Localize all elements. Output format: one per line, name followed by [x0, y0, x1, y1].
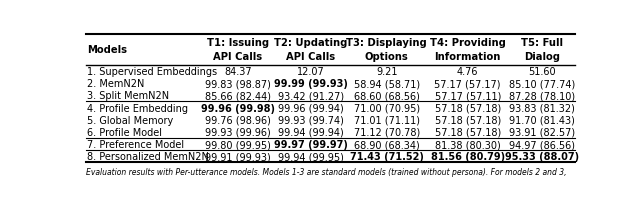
Text: 94.97 (86.56): 94.97 (86.56): [509, 139, 575, 149]
Text: 71.01 (71.11): 71.01 (71.11): [354, 115, 420, 125]
Text: 87.28 (78.10): 87.28 (78.10): [509, 91, 575, 101]
Text: Information: Information: [435, 52, 501, 62]
Text: 57.18 (57.18): 57.18 (57.18): [435, 103, 501, 113]
Text: 68.90 (68.34): 68.90 (68.34): [354, 139, 420, 149]
Text: T4: Providing: T4: Providing: [430, 38, 506, 48]
Text: 4.76: 4.76: [457, 67, 479, 77]
Text: 57.18 (57.18): 57.18 (57.18): [435, 127, 501, 137]
Text: 99.94 (99.94): 99.94 (99.94): [278, 127, 344, 137]
Text: 57.17 (57.17): 57.17 (57.17): [435, 79, 501, 89]
Text: 71.43 (71.52): 71.43 (71.52): [350, 152, 424, 162]
Text: T2: Updating: T2: Updating: [275, 38, 348, 48]
Text: 57.17 (57.11): 57.17 (57.11): [435, 91, 501, 101]
Text: 12.07: 12.07: [297, 67, 325, 77]
Text: 99.80 (99.95): 99.80 (99.95): [205, 139, 271, 149]
Text: T1: Issuing: T1: Issuing: [207, 38, 269, 48]
Text: 99.93 (99.96): 99.93 (99.96): [205, 127, 271, 137]
Text: 8. Personalized MemN2N: 8. Personalized MemN2N: [88, 152, 209, 162]
Text: 99.96 (99.98): 99.96 (99.98): [201, 103, 275, 113]
Text: 84.37: 84.37: [224, 67, 252, 77]
Text: API Calls: API Calls: [287, 52, 335, 62]
Text: Evaluation results with Per-utterance models. Models 1-3 are standard models (tr: Evaluation results with Per-utterance mo…: [86, 167, 566, 176]
Text: 99.99 (99.93): 99.99 (99.93): [274, 79, 348, 89]
Text: 99.97 (99.97): 99.97 (99.97): [274, 139, 348, 149]
Text: 99.96 (99.94): 99.96 (99.94): [278, 103, 344, 113]
Text: 85.66 (82.44): 85.66 (82.44): [205, 91, 271, 101]
Text: 6. Profile Model: 6. Profile Model: [88, 127, 163, 137]
Text: 4. Profile Embedding: 4. Profile Embedding: [88, 103, 188, 113]
Text: 1. Supervised Embeddings: 1. Supervised Embeddings: [88, 67, 218, 77]
Text: API Calls: API Calls: [213, 52, 262, 62]
Text: 93.83 (81.32): 93.83 (81.32): [509, 103, 575, 113]
Text: 57.18 (57.18): 57.18 (57.18): [435, 115, 501, 125]
Text: 2. MemN2N: 2. MemN2N: [88, 79, 145, 89]
Text: 99.94 (99.95): 99.94 (99.95): [278, 152, 344, 162]
Text: 68.60 (68.56): 68.60 (68.56): [354, 91, 420, 101]
Text: 58.94 (58.71): 58.94 (58.71): [354, 79, 420, 89]
Text: 99.93 (99.74): 99.93 (99.74): [278, 115, 344, 125]
Text: 7. Preference Model: 7. Preference Model: [88, 139, 184, 149]
Text: 51.60: 51.60: [529, 67, 556, 77]
Text: Options: Options: [365, 52, 409, 62]
Text: Models: Models: [88, 45, 127, 55]
Text: T5: Full: T5: Full: [521, 38, 563, 48]
Text: T3: Displaying: T3: Displaying: [346, 38, 427, 48]
Text: 81.38 (80.30): 81.38 (80.30): [435, 139, 500, 149]
Text: 9.21: 9.21: [376, 67, 397, 77]
Text: 71.12 (70.78): 71.12 (70.78): [354, 127, 420, 137]
Text: 93.91 (82.57): 93.91 (82.57): [509, 127, 575, 137]
Text: 71.00 (70.95): 71.00 (70.95): [354, 103, 420, 113]
Text: 93.42 (91.27): 93.42 (91.27): [278, 91, 344, 101]
Text: 3. Split MemN2N: 3. Split MemN2N: [88, 91, 170, 101]
Text: 81.56 (80.79): 81.56 (80.79): [431, 152, 505, 162]
Text: 99.76 (98.96): 99.76 (98.96): [205, 115, 271, 125]
Text: 91.70 (81.43): 91.70 (81.43): [509, 115, 575, 125]
Text: 99.91 (99.93): 99.91 (99.93): [205, 152, 271, 162]
Text: 95.33 (88.07): 95.33 (88.07): [505, 152, 579, 162]
Text: Dialog: Dialog: [524, 52, 560, 62]
Text: 85.10 (77.74): 85.10 (77.74): [509, 79, 575, 89]
Text: 99.83 (98.87): 99.83 (98.87): [205, 79, 271, 89]
Text: 5. Global Memory: 5. Global Memory: [88, 115, 173, 125]
